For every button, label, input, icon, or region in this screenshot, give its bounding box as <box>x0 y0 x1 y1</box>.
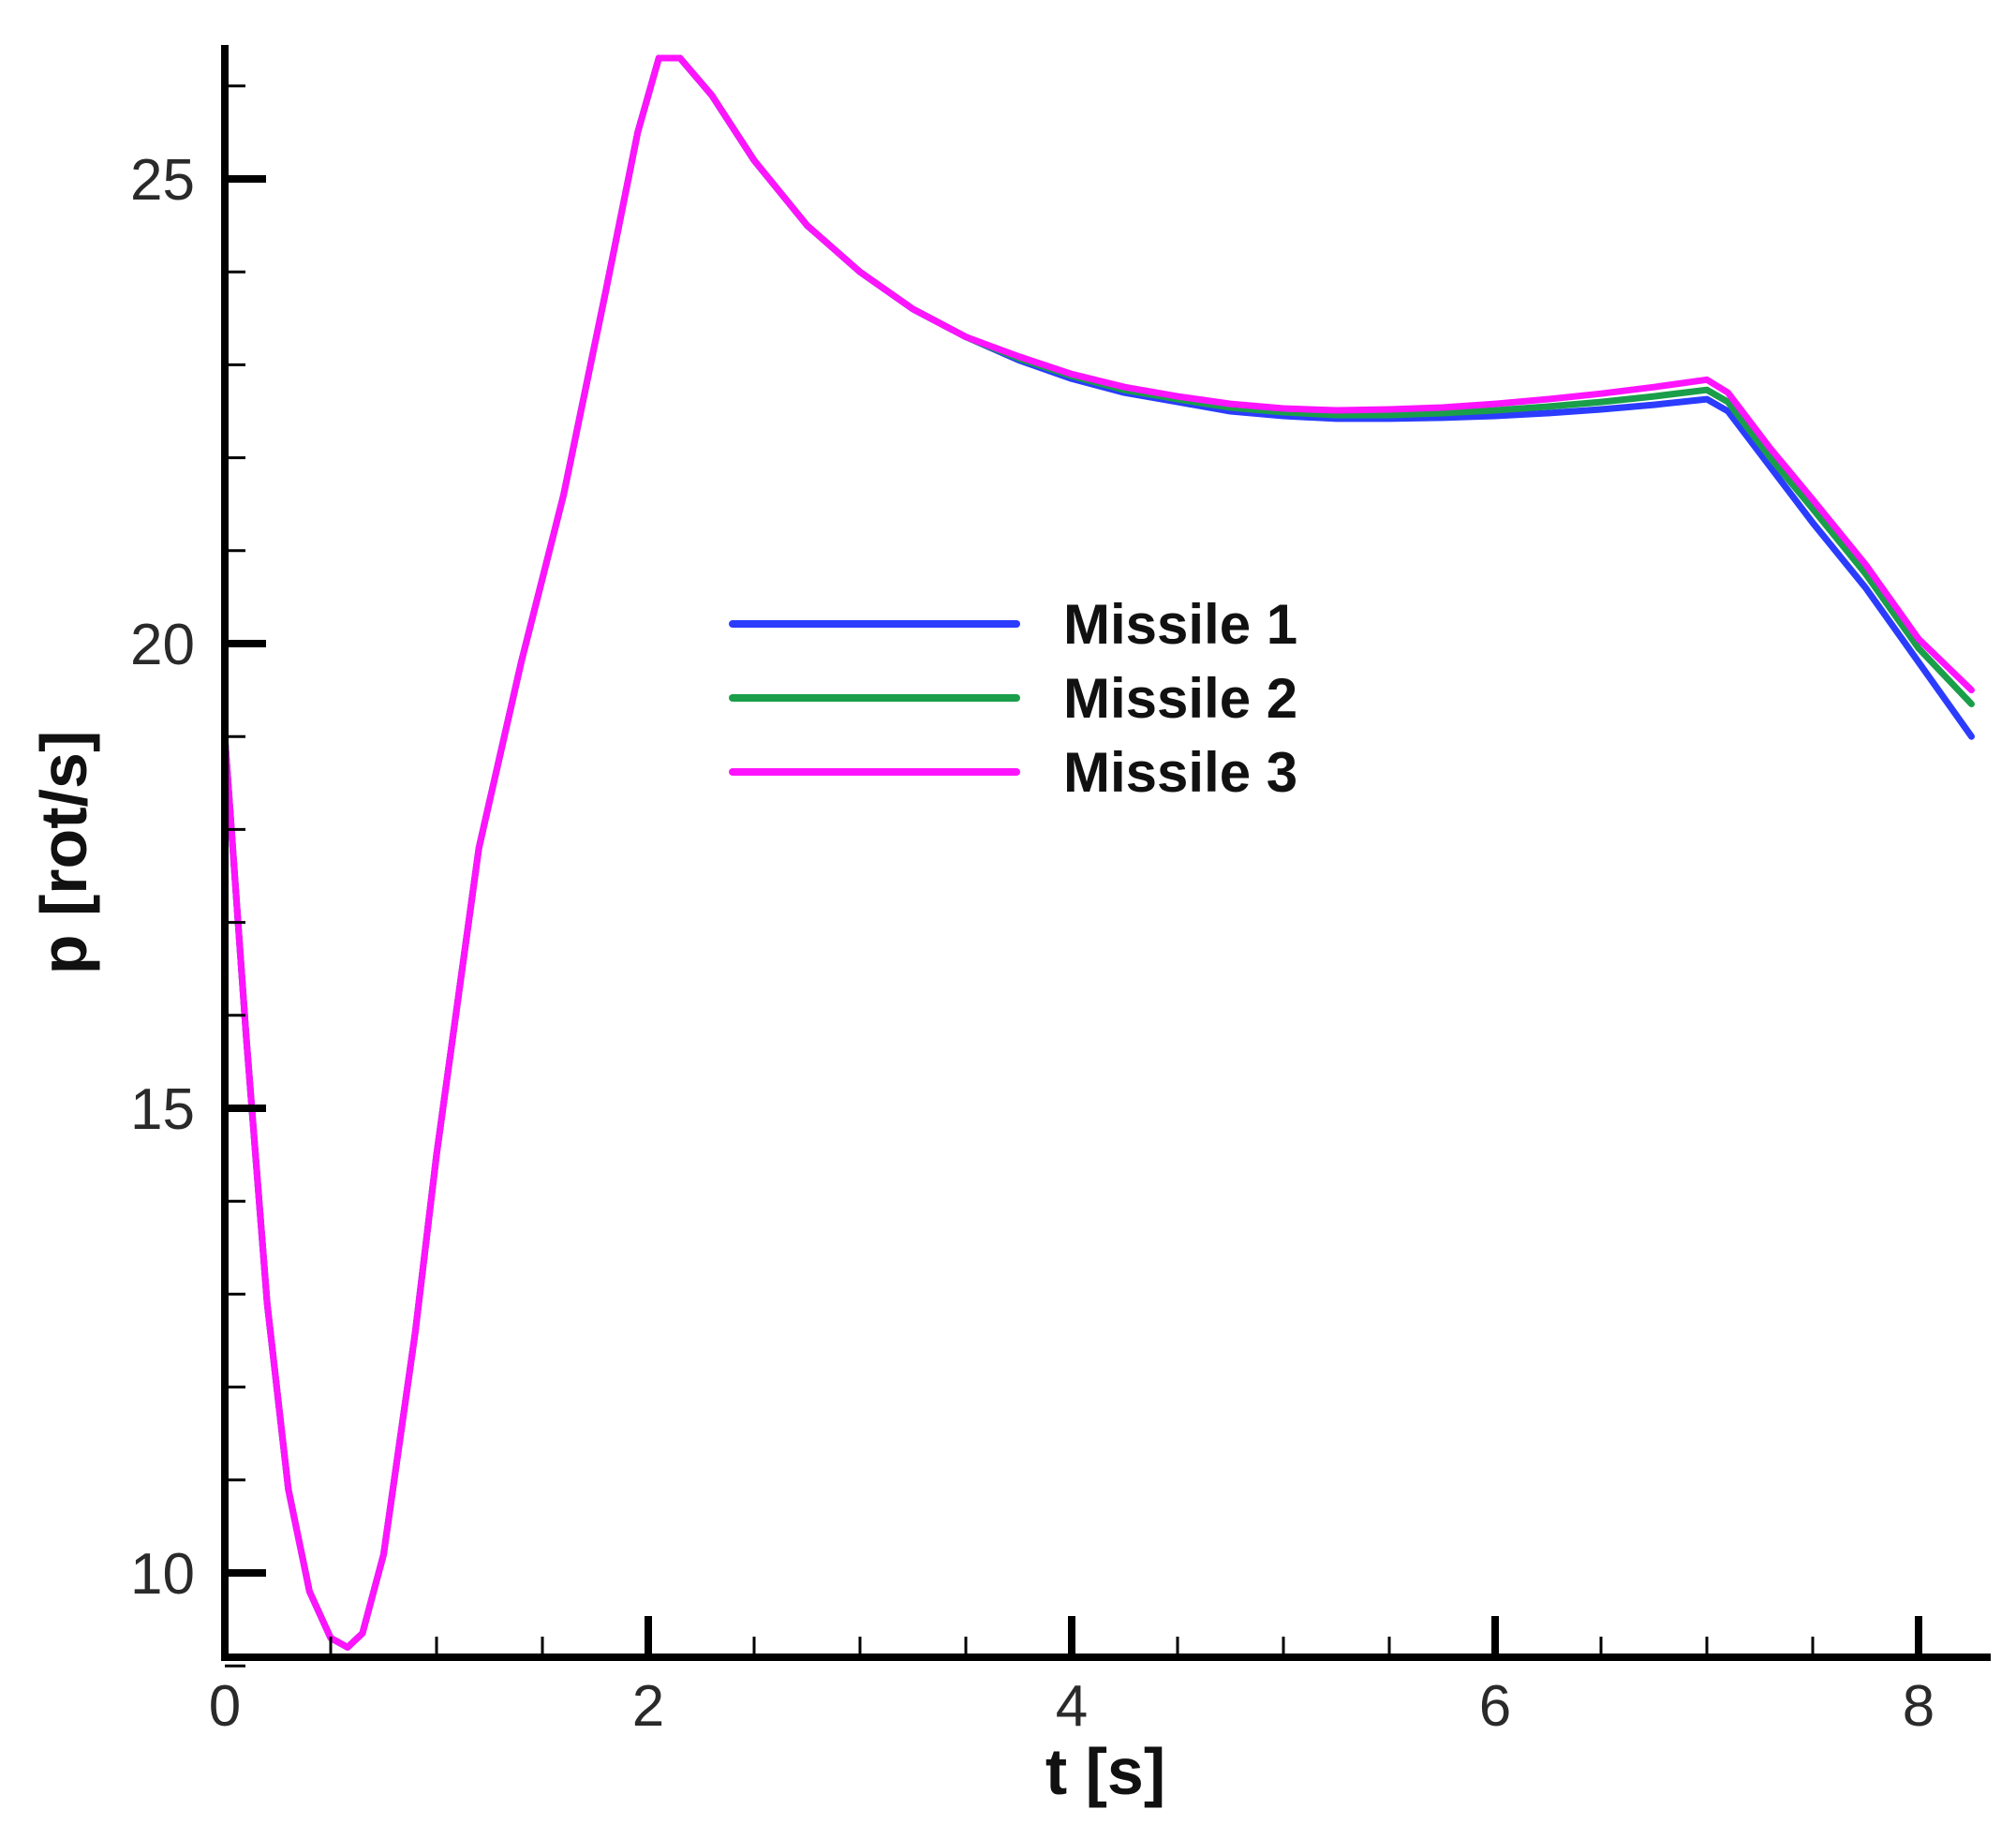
x-tick-label: 8 <box>1903 1674 1934 1739</box>
legend-label-3: Missile 3 <box>1063 741 1297 804</box>
legend-label-1: Missile 1 <box>1063 593 1297 656</box>
legend: Missile 1 Missile 2 Missile 3 <box>729 593 1297 804</box>
ticks <box>221 84 1922 1668</box>
y-axis-title: p [rot/s] <box>27 731 100 975</box>
tick-labels: 0 2 4 6 8 10 15 20 25 <box>130 148 1934 1739</box>
series-line-3 <box>221 54 1975 1651</box>
y-tick-label: 10 <box>130 1542 195 1607</box>
y-tick-label: 25 <box>130 148 195 213</box>
legend-label-2: Missile 2 <box>1063 667 1297 730</box>
x-axis-title: t [s] <box>1045 1735 1165 1808</box>
x-tick-label: 0 <box>209 1674 241 1739</box>
x-tick-label: 6 <box>1479 1674 1511 1739</box>
series-line-1 <box>221 54 1975 1651</box>
series-line-2 <box>221 54 1975 1651</box>
y-tick-label: 15 <box>130 1077 195 1142</box>
x-tick-label: 2 <box>632 1674 664 1739</box>
axes <box>221 45 1991 1661</box>
plot-lines <box>221 54 1975 1651</box>
y-tick-label: 20 <box>130 613 195 677</box>
x-tick-label: 4 <box>1056 1674 1088 1739</box>
